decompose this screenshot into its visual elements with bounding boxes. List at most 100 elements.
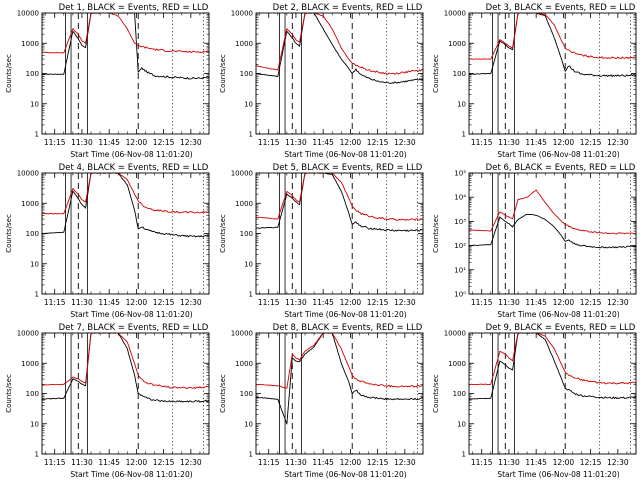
x-tick-label: 11:15 bbox=[44, 138, 66, 147]
series-line-lld bbox=[256, 173, 423, 221]
y-tick-label: 10¹ bbox=[454, 266, 466, 274]
series-line-events bbox=[42, 13, 209, 80]
plot-frame bbox=[41, 12, 210, 135]
chart-panel-4: Det 4, BLACK = Events, RED = LLD Counts/s… bbox=[5, 163, 210, 319]
y-axis-label: Counts/sec bbox=[5, 214, 13, 253]
y-tick-label: 10 bbox=[30, 420, 39, 428]
chart-title: Det 9, BLACK = Events, RED = LLD bbox=[486, 323, 636, 333]
plot-frame bbox=[468, 332, 637, 455]
plot-frame bbox=[255, 12, 424, 135]
y-tick-label: 10² bbox=[454, 242, 466, 250]
y-tick-label: 10000 bbox=[231, 10, 253, 18]
chart-panel-7: Det 7, BLACK = Events, RED = LLD Counts/s… bbox=[5, 323, 210, 479]
series-line-lld bbox=[469, 189, 636, 235]
y-tick-label: 1000 bbox=[235, 200, 253, 208]
plot-area bbox=[469, 333, 636, 400]
x-tick-label: 11:45 bbox=[312, 298, 334, 307]
x-axis-label: Start Time (06-Nov-08 11:01:20) bbox=[497, 470, 619, 479]
plot-area bbox=[256, 333, 423, 425]
x-tick-label: 11:45 bbox=[525, 458, 547, 467]
y-tick-label: 1000 bbox=[21, 360, 39, 368]
y-tick-label: 100 bbox=[453, 70, 466, 78]
y-axis-label: Counts/sec bbox=[219, 214, 227, 253]
y-tick-label: 1000 bbox=[21, 40, 39, 48]
x-tick-label: 11:15 bbox=[471, 138, 493, 147]
plot-area bbox=[42, 13, 209, 80]
y-tick-label: 10 bbox=[244, 100, 253, 108]
y-tick-label: 10⁰ bbox=[454, 291, 466, 299]
y-tick-label: 100 bbox=[26, 230, 39, 238]
chart-panel-9: Det 9, BLACK = Events, RED = LLD Counts/s… bbox=[432, 323, 637, 479]
x-tick-label: 11:45 bbox=[98, 298, 120, 307]
y-axis-label: Counts/sec bbox=[5, 374, 13, 413]
series-line-lld bbox=[42, 173, 209, 215]
chart-title: Det 8, BLACK = Events, RED = LLD bbox=[273, 323, 423, 333]
y-tick-label: 100 bbox=[26, 390, 39, 398]
x-tick-label: 12:30 bbox=[180, 458, 202, 467]
x-tick-label: 12:15 bbox=[367, 298, 389, 307]
chart-title: Det 2, BLACK = Events, RED = LLD bbox=[273, 3, 423, 13]
series-line-events bbox=[469, 333, 636, 400]
x-tick-label: 11:45 bbox=[525, 298, 547, 307]
x-tick-label: 12:30 bbox=[180, 298, 202, 307]
x-tick-label: 12:30 bbox=[607, 298, 629, 307]
x-tick-label: 12:00 bbox=[126, 458, 148, 467]
x-tick-label: 11:15 bbox=[44, 458, 66, 467]
y-tick-label: 1000 bbox=[235, 360, 253, 368]
series-line-events bbox=[42, 173, 209, 238]
x-tick-label: 12:30 bbox=[394, 138, 416, 147]
x-tick-label: 12:00 bbox=[340, 138, 362, 147]
y-tick-label: 1 bbox=[35, 451, 39, 459]
y-axis-label: Counts/sec bbox=[432, 214, 440, 253]
y-tick-label: 1 bbox=[35, 291, 39, 299]
y-tick-label: 1000 bbox=[235, 40, 253, 48]
chart-title: Det 6, BLACK = Events, RED = LLD bbox=[486, 163, 636, 173]
y-tick-label: 1 bbox=[35, 131, 39, 139]
x-tick-label: 11:30 bbox=[498, 138, 520, 147]
x-tick-label: 11:45 bbox=[98, 458, 120, 467]
x-axis-label: Start Time (06-Nov-08 11:01:20) bbox=[284, 150, 406, 159]
y-tick-label: 10000 bbox=[231, 330, 253, 338]
x-tick-label: 11:30 bbox=[71, 458, 93, 467]
x-tick-label: 12:30 bbox=[180, 138, 202, 147]
x-tick-label: 11:30 bbox=[71, 298, 93, 307]
plot-area bbox=[469, 13, 636, 77]
chart-title: Det 4, BLACK = Events, RED = LLD bbox=[59, 163, 209, 173]
plot-area bbox=[256, 173, 423, 232]
y-tick-label: 10000 bbox=[17, 330, 39, 338]
chart-title: Det 7, BLACK = Events, RED = LLD bbox=[59, 323, 209, 333]
series-line-events bbox=[469, 13, 636, 77]
x-tick-label: 11:30 bbox=[71, 138, 93, 147]
series-line-lld bbox=[42, 333, 209, 389]
y-tick-label: 100 bbox=[240, 230, 253, 238]
x-tick-label: 11:30 bbox=[285, 298, 307, 307]
x-tick-label: 12:15 bbox=[153, 138, 175, 147]
plot-frame bbox=[468, 172, 637, 295]
series-line-events bbox=[256, 13, 423, 84]
x-tick-label: 12:15 bbox=[580, 458, 602, 467]
y-tick-label: 10000 bbox=[444, 330, 466, 338]
x-axis-label: Start Time (06-Nov-08 11:01:20) bbox=[70, 150, 192, 159]
y-tick-label: 1 bbox=[249, 451, 253, 459]
y-tick-label: 10 bbox=[30, 100, 39, 108]
x-tick-label: 12:15 bbox=[367, 138, 389, 147]
series-line-events bbox=[256, 333, 423, 425]
x-tick-label: 12:00 bbox=[340, 298, 362, 307]
x-tick-label: 11:30 bbox=[285, 458, 307, 467]
chart-panel-3: Det 3, BLACK = Events, RED = LLD Counts/s… bbox=[432, 3, 637, 159]
x-tick-label: 12:15 bbox=[580, 138, 602, 147]
plot-frame bbox=[468, 12, 637, 135]
x-tick-label: 11:15 bbox=[471, 458, 493, 467]
y-tick-label: 1000 bbox=[21, 200, 39, 208]
x-tick-label: 11:45 bbox=[312, 138, 334, 147]
plot-area bbox=[469, 189, 636, 249]
y-tick-label: 10 bbox=[457, 100, 466, 108]
series-line-lld bbox=[256, 13, 423, 75]
y-tick-label: 10 bbox=[30, 260, 39, 268]
x-tick-label: 11:30 bbox=[498, 458, 520, 467]
y-tick-label: 100 bbox=[240, 70, 253, 78]
y-tick-label: 1000 bbox=[448, 40, 466, 48]
chart-panel-2: Det 2, BLACK = Events, RED = LLD Counts/s… bbox=[219, 3, 424, 159]
y-tick-label: 10000 bbox=[17, 10, 39, 18]
y-tick-label: 1 bbox=[462, 451, 466, 459]
